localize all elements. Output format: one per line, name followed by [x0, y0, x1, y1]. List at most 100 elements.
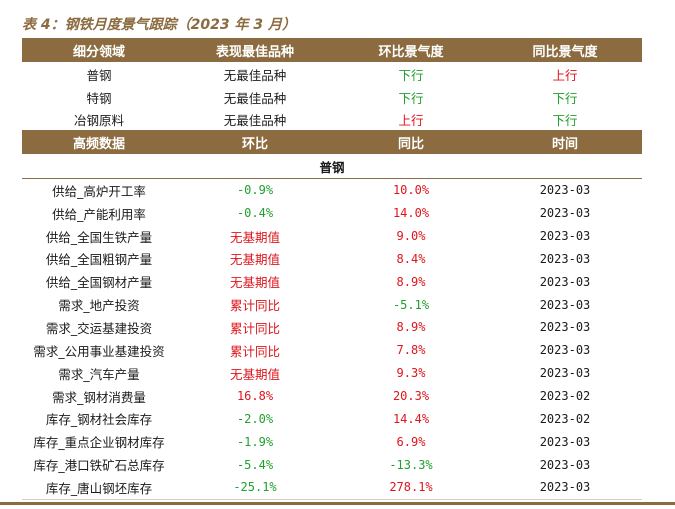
table-row: 需求_汽车产量 无基期值 9.3% 2023-03: [22, 362, 642, 385]
yoy-cell: 6.9%: [396, 434, 426, 449]
header-mom: 环比: [176, 130, 334, 154]
yoy-cell: 8.9%: [396, 320, 426, 335]
header-hf-data: 高频数据: [22, 130, 176, 154]
yoy-cell: 8.9%: [396, 274, 426, 289]
date-cell: 2023-03: [539, 183, 591, 198]
indicator-name-cell: 供给_高炉开工率: [52, 183, 146, 199]
yoy-cell: 14.4%: [392, 411, 430, 426]
date-cell: 2023-03: [539, 366, 591, 381]
indicator-name-cell: 需求_地产投资: [58, 298, 140, 314]
table-row: 供给_全国生铁产量 无基期值 9.0% 2023-03: [22, 225, 642, 248]
header-yoy: 同比: [334, 130, 488, 154]
summary-row: 普钢 无最佳品种 下行 上行: [22, 62, 642, 86]
segment-cell: 冶钢原料: [73, 112, 124, 128]
mom-cell: -2.0%: [236, 411, 274, 426]
indicator-name-cell: 需求_汽车产量: [58, 366, 140, 382]
indicator-name-cell: 库存_港口铁矿石总库存: [33, 458, 165, 474]
date-cell: 2023-03: [488, 475, 642, 500]
yoy-sentiment-cell: 下行: [552, 90, 578, 106]
mom-sentiment-cell: 上行: [398, 112, 424, 128]
summary-header-row: 细分领域 表现最佳品种 环比景气度 同比景气度: [22, 38, 642, 62]
best-variety-cell: 无最佳品种: [223, 90, 287, 106]
table-row: 需求_公用事业基建投资 累计同比 7.8% 2023-03: [22, 339, 642, 362]
mom-cell: 无基期值: [229, 366, 280, 382]
mom-sentiment-cell: 下行: [398, 67, 424, 83]
date-cell: 2023-03: [539, 251, 591, 266]
date-cell: 2023-03: [539, 297, 591, 312]
indicator-name-cell: 供给_产能利用率: [52, 206, 146, 222]
yoy-cell: 8.4%: [396, 251, 426, 266]
yoy-cell: 7.8%: [396, 343, 426, 358]
table-row: 库存_重点企业钢材库存 -1.9% 6.9% 2023-03: [22, 430, 642, 453]
yoy-cell: 278.1%: [334, 475, 488, 500]
header-segment: 细分领域: [22, 38, 176, 62]
mom-cell: 无基期值: [229, 252, 280, 268]
mom-cell: -25.1%: [176, 475, 334, 500]
date-cell: 2023-03: [539, 434, 591, 449]
steel-monthly-tracking-table: 细分领域 表现最佳品种 环比景气度 同比景气度 普钢 无最佳品种 下行 上行 特钢 无最佳…: [22, 38, 642, 500]
yoy-sentiment-cell: 下行: [552, 112, 578, 128]
mom-cell: -0.9%: [236, 183, 274, 198]
indicator-name-cell: 库存_钢材社会库存: [45, 412, 153, 428]
mom-cell: -5.4%: [236, 457, 274, 472]
indicator-name-cell: 供给_全国生铁产量: [45, 229, 153, 245]
table-row: 库存_钢材社会库存 -2.0% 14.4% 2023-02: [22, 407, 642, 430]
summary-row: 特钢 无最佳品种 下行 下行: [22, 86, 642, 108]
hf-header-row: 高频数据 环比 同比 时间: [22, 130, 642, 154]
mom-cell: 无基期值: [229, 229, 280, 245]
mom-cell: 16.8%: [236, 389, 274, 404]
header-best-variety: 表现最佳品种: [176, 38, 334, 62]
table-row: 需求_交运基建投资 累计同比 8.9% 2023-03: [22, 316, 642, 339]
table-row: 供给_全国钢材产量 无基期值 8.9% 2023-03: [22, 270, 642, 293]
date-cell: 2023-03: [539, 320, 591, 335]
indicator-name-cell: 供给_全国粗钢产量: [45, 252, 153, 268]
table-row: 库存_港口铁矿石总库存 -5.4% -13.3% 2023-03: [22, 453, 642, 476]
yoy-cell: 14.0%: [392, 206, 430, 221]
segment-cell: 普钢: [86, 67, 112, 83]
table-row: 供给_全国粗钢产量 无基期值 8.4% 2023-03: [22, 248, 642, 271]
yoy-cell: -5.1%: [392, 297, 430, 312]
mom-cell: -1.9%: [236, 434, 274, 449]
section-label: 普钢: [22, 154, 642, 179]
date-cell: 2023-02: [539, 411, 591, 426]
table-row: 需求_地产投资 累计同比 -5.1% 2023-03: [22, 293, 642, 316]
date-cell: 2023-02: [539, 389, 591, 404]
section-row: 普钢: [22, 154, 642, 179]
indicator-name-cell: 需求_公用事业基建投资: [33, 343, 165, 359]
yoy-cell: 10.0%: [392, 183, 430, 198]
header-date: 时间: [488, 130, 642, 154]
table-row: 库存_唐山钢坯库存 -25.1% 278.1% 2023-03: [22, 475, 642, 500]
table-caption: 表 4：钢铁月度景气跟踪（2023 年 3 月）: [22, 17, 296, 33]
mom-cell: 无基期值: [229, 275, 280, 291]
mom-cell: 累计同比: [229, 343, 280, 359]
yoy-cell: 9.3%: [396, 366, 426, 381]
yoy-cell: 20.3%: [392, 389, 430, 404]
mom-sentiment-cell: 下行: [398, 90, 424, 106]
summary-row: 冶钢原料 无最佳品种 上行 下行: [22, 108, 642, 130]
yoy-cell: -13.3%: [389, 457, 433, 472]
indicator-name-cell: 供给_全国钢材产量: [45, 275, 153, 291]
best-variety-cell: 无最佳品种: [223, 112, 287, 128]
table-row: 供给_产能利用率 -0.4% 14.0% 2023-03: [22, 202, 642, 225]
table-row: 需求_钢材消费量 16.8% 20.3% 2023-02: [22, 385, 642, 408]
yoy-cell: 9.0%: [396, 229, 426, 244]
header-yoy-sentiment: 同比景气度: [488, 38, 642, 62]
yoy-sentiment-cell: 上行: [552, 67, 578, 83]
segment-cell: 特钢: [86, 90, 112, 106]
date-cell: 2023-03: [539, 229, 591, 244]
date-cell: 2023-03: [539, 343, 591, 358]
mom-cell: 累计同比: [229, 320, 280, 336]
best-variety-cell: 无最佳品种: [223, 67, 287, 83]
indicator-name-cell: 需求_交运基建投资: [45, 320, 153, 336]
mom-cell: -0.4%: [236, 206, 274, 221]
date-cell: 2023-03: [539, 274, 591, 289]
bottom-rule: [0, 502, 675, 505]
indicator-name-cell: 需求_钢材消费量: [52, 389, 146, 405]
date-cell: 2023-03: [539, 206, 591, 221]
indicator-name-cell: 库存_重点企业钢材库存: [33, 435, 165, 451]
mom-cell: 累计同比: [229, 298, 280, 314]
date-cell: 2023-03: [539, 457, 591, 472]
table-row: 供给_高炉开工率 -0.9% 10.0% 2023-03: [22, 179, 642, 202]
indicator-name-cell: 库存_唐山钢坯库存: [22, 475, 176, 500]
header-mom-sentiment: 环比景气度: [334, 38, 488, 62]
